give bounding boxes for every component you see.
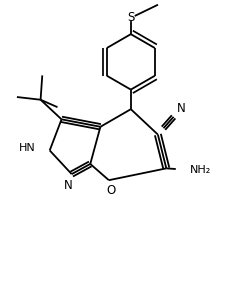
Text: NH₂: NH₂ [190, 165, 211, 175]
Text: S: S [127, 11, 134, 24]
Text: HN: HN [19, 143, 35, 153]
Text: N: N [176, 102, 185, 115]
Text: O: O [106, 184, 115, 198]
Text: N: N [64, 179, 73, 192]
